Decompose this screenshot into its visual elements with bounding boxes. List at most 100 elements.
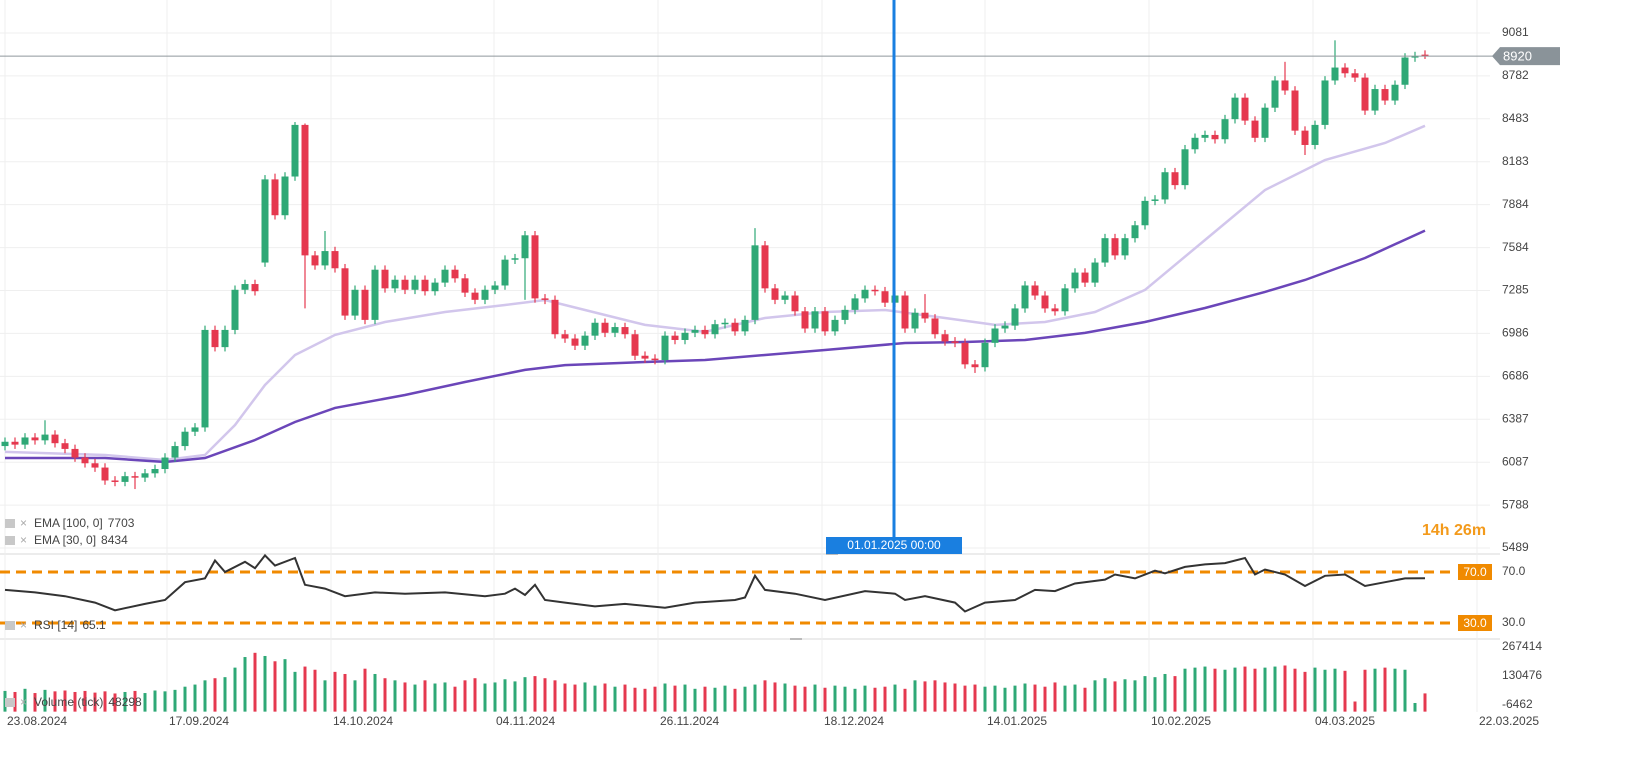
candle-body — [1031, 285, 1039, 296]
volume-bar — [1363, 669, 1367, 712]
volume-bar — [493, 682, 497, 712]
volume-bar — [183, 686, 187, 712]
candle-body — [841, 309, 849, 320]
volume-bar — [293, 671, 297, 712]
candle-body — [271, 179, 279, 216]
legend-close: × — [20, 533, 27, 547]
candle-body — [951, 341, 959, 343]
volume-bar — [453, 686, 457, 712]
volume-bar — [1423, 693, 1427, 712]
rsi-level-tag — [1458, 564, 1492, 580]
candle-body — [231, 289, 239, 330]
y-tick-label: 7884 — [1502, 197, 1529, 211]
candle-body — [461, 278, 469, 293]
candle-body — [221, 329, 229, 348]
volume-bar — [903, 688, 907, 712]
candle-body — [971, 364, 979, 368]
legend-value: 7703 — [108, 516, 135, 530]
volume-bar — [933, 680, 937, 712]
y-tick-label: 6986 — [1502, 326, 1529, 340]
candle-body — [1111, 238, 1119, 256]
candle-body — [141, 473, 149, 478]
volume-bar — [663, 683, 667, 712]
candle-body — [311, 255, 319, 266]
candle-body — [1251, 120, 1259, 138]
candle-body — [301, 124, 309, 256]
candle-body — [861, 289, 869, 299]
volume-bar — [693, 688, 697, 712]
rsi-level-label: 30.0 — [1463, 616, 1487, 630]
candle-body — [761, 245, 769, 289]
volume-bar — [323, 680, 327, 712]
volume-bar — [953, 683, 957, 712]
volume-bar — [703, 686, 707, 712]
volume-bar — [333, 671, 337, 712]
volume-bar — [1283, 665, 1287, 712]
volume-tick-label: 130476 — [1502, 668, 1542, 682]
candle-body — [1281, 80, 1289, 91]
x-tick-label: 22.03.2025 — [1479, 714, 1539, 728]
candle-body — [1041, 295, 1049, 309]
candle-body — [481, 289, 489, 300]
volume-bar — [1053, 682, 1057, 712]
legend-close: × — [20, 618, 27, 632]
candle-body — [681, 332, 689, 340]
volume-bar — [1203, 666, 1207, 712]
candle-body — [881, 291, 889, 303]
x-tick-label: 26.11.2024 — [660, 714, 719, 728]
volume-bar — [733, 688, 737, 712]
candle-body — [421, 279, 429, 292]
volume-bar — [433, 683, 437, 712]
volume-bar — [83, 690, 87, 712]
volume-bar — [1013, 685, 1017, 712]
volume-bar — [763, 680, 767, 712]
volume-bar — [783, 683, 787, 712]
y-tick-label: 8483 — [1502, 111, 1529, 125]
candle-body — [241, 284, 249, 290]
candle-body — [291, 124, 299, 177]
candle-body — [1181, 149, 1189, 186]
legend-close: × — [20, 516, 27, 530]
volume-bar — [263, 655, 267, 712]
y-tick-label: 7584 — [1502, 240, 1529, 254]
rsi-tick-label: 30.0 — [1502, 615, 1526, 629]
volume-bar — [393, 680, 397, 712]
candle-body — [591, 322, 599, 336]
volume-bar — [1133, 680, 1137, 712]
volume-bar — [1033, 684, 1037, 712]
candle-body — [511, 258, 519, 260]
legend: RSI [14] 65.1 — [34, 618, 106, 632]
candle-body — [551, 299, 559, 335]
volume-bar — [553, 680, 557, 712]
pane-handle[interactable] — [790, 638, 802, 640]
candle-body — [1001, 325, 1009, 329]
volume-bar — [243, 657, 247, 712]
volume-bar — [483, 683, 487, 712]
volume-tick-label: -6462 — [1502, 697, 1533, 711]
volume-bar — [1073, 684, 1077, 712]
volume-bar — [913, 680, 917, 712]
candle-body — [541, 298, 549, 300]
candle-body — [1311, 124, 1319, 145]
candle-body — [471, 292, 479, 300]
candle-body — [1101, 238, 1109, 263]
volume-bar — [1303, 671, 1307, 712]
candle-body — [1271, 80, 1279, 108]
candle-body — [321, 251, 329, 266]
candle-body — [851, 298, 859, 310]
candle-body — [391, 279, 399, 289]
candle-body — [961, 342, 969, 365]
volume-bar — [803, 686, 807, 712]
candle-body — [871, 289, 879, 292]
candle-body — [1171, 172, 1179, 186]
candle-body — [991, 328, 999, 343]
volume-bar — [1093, 680, 1097, 712]
volume-bar — [943, 682, 947, 712]
volume-bar — [153, 690, 157, 712]
candle-body — [1071, 272, 1079, 289]
candle-body — [101, 467, 109, 481]
volume-bar — [983, 686, 987, 712]
legend-name: EMA [30, 0] — [34, 533, 96, 547]
y-tick-label: 6387 — [1502, 411, 1529, 425]
